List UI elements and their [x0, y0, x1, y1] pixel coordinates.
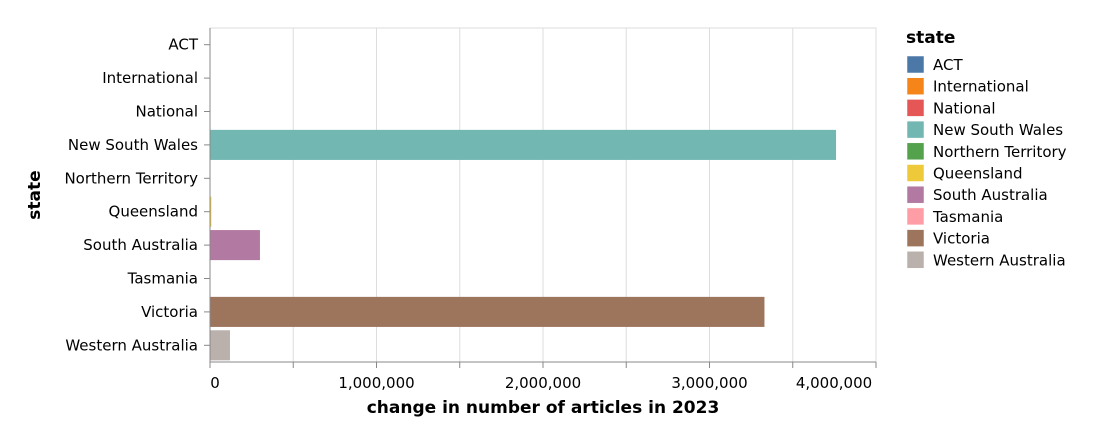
legend-swatch: [906, 99, 925, 117]
legend-swatch: [906, 55, 925, 74]
legend-label: Western Australia: [933, 251, 1066, 269]
bar: [210, 330, 230, 361]
legend-label: Queensland: [933, 165, 1022, 183]
legend-swatch: [906, 251, 925, 269]
legend-swatch: [906, 164, 925, 182]
y-tick-label: Victoria: [141, 303, 198, 321]
x-tick-label: 1,000,000: [338, 374, 414, 392]
legend-label: Northern Territory: [933, 143, 1067, 161]
legend-label: ACT: [933, 56, 963, 74]
legend-title: state: [906, 28, 955, 48]
x-tick-label: 2,000,000: [505, 374, 581, 392]
legend-label: National: [933, 99, 996, 117]
legend-swatch: [906, 77, 925, 95]
bar: [210, 129, 837, 160]
x-tick-label: 3,000,000: [671, 374, 747, 392]
legend-label: International: [933, 78, 1029, 96]
y-tick-label: Tasmania: [127, 270, 198, 288]
y-tick-label: South Australia: [83, 236, 198, 254]
y-tick-label: Western Australia: [65, 336, 198, 354]
legend-swatch: [906, 185, 925, 204]
legend-swatch: [906, 229, 925, 247]
legend-label: New South Wales: [933, 121, 1063, 139]
y-tick-label: New South Wales: [68, 136, 198, 154]
x-axis: 0 1,000,000 2,000,000 3,000,000 4,000,000: [209, 361, 877, 392]
legend: state ACT International National New South …: [906, 28, 1067, 269]
legend-swatch: [906, 142, 925, 161]
legend-swatch: [906, 207, 925, 226]
y-axis: ACT International National New South Wales N…: [64, 28, 211, 362]
bar: [210, 230, 260, 261]
legend-label: South Australia: [933, 186, 1048, 204]
x-tick-label: 0: [210, 374, 220, 392]
legend-label: Tasmania: [932, 208, 1003, 226]
bar: [210, 196, 212, 227]
y-tick-label: National: [135, 103, 198, 121]
legend-label: Victoria: [933, 230, 990, 248]
legend-swatch: [906, 120, 925, 139]
y-tick-label: ACT: [168, 36, 198, 54]
y-tick-label: Northern Territory: [64, 169, 198, 187]
y-axis-title: state: [25, 170, 45, 219]
x-tick-label: 4,000,000: [796, 374, 872, 392]
y-tick-label: International: [102, 69, 198, 87]
y-tick-label: Queensland: [109, 203, 198, 221]
bars: [210, 129, 837, 361]
x-axis-title: change in number of articles in 2023: [367, 398, 720, 418]
bar: [210, 296, 765, 327]
